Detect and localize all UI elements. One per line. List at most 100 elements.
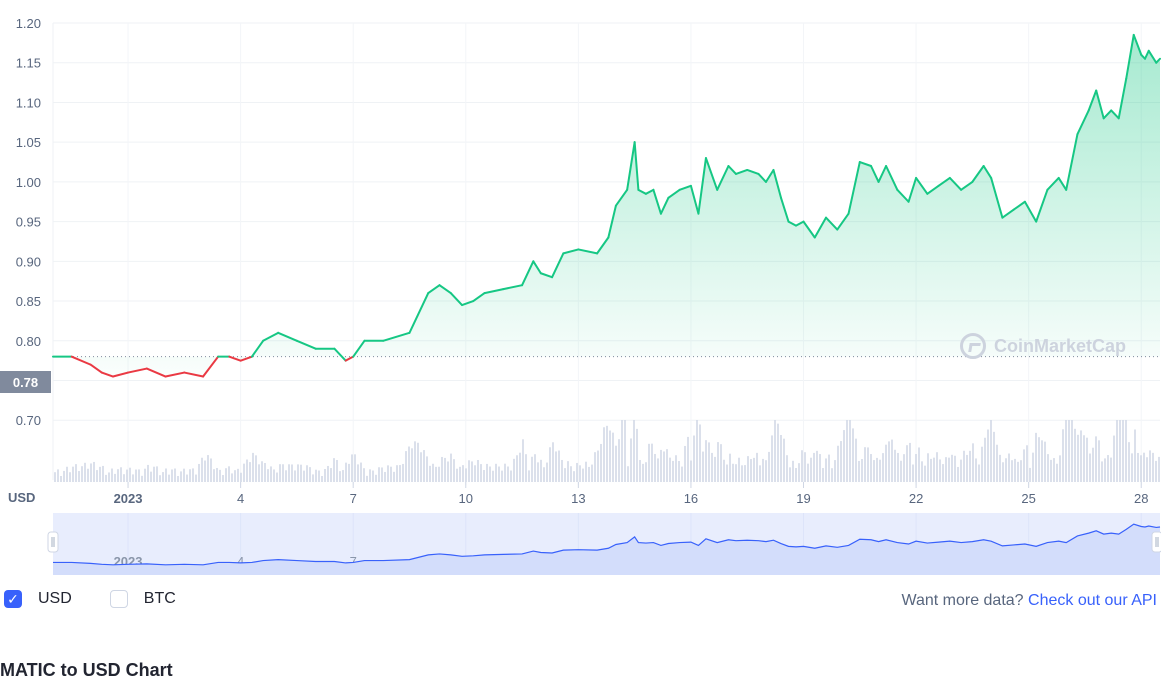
volume-bar — [1047, 454, 1049, 482]
volume-bar — [123, 474, 125, 482]
volume-bar — [606, 425, 608, 482]
volume-bar — [351, 454, 353, 482]
volume-bar — [618, 439, 620, 482]
btc-checkbox[interactable] — [109, 590, 128, 608]
price-line-segment — [926, 184, 940, 195]
volume-bar — [57, 469, 59, 482]
volume-bar — [420, 452, 422, 482]
navigator-line — [53, 523, 1161, 566]
volume-bar — [735, 464, 737, 482]
volume-bar — [1104, 458, 1106, 482]
volume-bar — [213, 469, 215, 482]
volume-bar — [654, 453, 656, 482]
volume-bar — [591, 464, 593, 482]
volume-bar — [984, 437, 986, 482]
volume-bars — [54, 420, 1160, 482]
volume-bar — [393, 471, 395, 482]
volume-bar — [933, 457, 935, 482]
volume-bar — [1146, 457, 1148, 482]
volume-bar — [291, 464, 293, 482]
volume-bar — [405, 451, 407, 482]
volume-bar — [303, 470, 305, 482]
volume-bar — [1074, 428, 1076, 482]
volume-bar — [204, 460, 206, 482]
volume-bar — [219, 469, 221, 482]
price-line-segment — [183, 371, 205, 378]
volume-bar — [549, 447, 551, 482]
price-line-segment — [877, 165, 888, 183]
volume-bar — [507, 466, 509, 482]
volume-bar — [369, 469, 371, 482]
volume-bar — [759, 465, 761, 482]
volume-bar — [243, 463, 245, 482]
volume-bar — [387, 465, 389, 482]
volume-bar — [663, 451, 665, 482]
volume-bar — [732, 463, 734, 482]
x-tick-label: 19 — [796, 491, 810, 506]
volume-bar — [807, 463, 809, 482]
api-link[interactable]: Check out our API — [1028, 592, 1157, 609]
volume-bar — [276, 472, 278, 482]
volume-bar — [144, 468, 146, 482]
volume-bar — [993, 431, 995, 482]
volume-bar — [1068, 420, 1070, 482]
price-chart[interactable]: 1.201.151.101.051.000.950.900.850.800.75… — [0, 0, 1161, 580]
volume-bar — [705, 440, 707, 482]
volume-bar — [237, 468, 239, 482]
volume-bar — [75, 464, 77, 482]
volume-bar — [1017, 461, 1019, 482]
usd-label[interactable]: USD — [38, 590, 72, 607]
y-tick-label: 0.80 — [16, 334, 41, 349]
volume-bar — [855, 438, 857, 482]
volume-bar — [741, 465, 743, 482]
btc-label[interactable]: BTC — [143, 590, 176, 607]
price-line-segment — [427, 284, 441, 295]
price-line-segment — [652, 188, 662, 215]
navigator-left-handle[interactable] — [47, 531, 59, 553]
price-line-segment — [262, 331, 280, 342]
navigator-right-handle[interactable] — [1151, 531, 1161, 553]
volume-bar — [1149, 450, 1151, 482]
volume-bar — [408, 446, 410, 482]
volume-bar — [1158, 456, 1160, 482]
price-line-segment — [614, 188, 629, 207]
volume-bar — [342, 470, 344, 482]
volume-bar — [300, 464, 302, 482]
price-line-segment — [164, 371, 186, 378]
volume-bar — [348, 463, 350, 482]
volume-bar — [540, 459, 542, 482]
price-line-segment — [697, 157, 707, 215]
usd-checkbox[interactable]: ✓ — [4, 590, 22, 608]
volume-bar — [66, 466, 68, 482]
volume-bar — [54, 472, 56, 482]
volume-bar — [900, 460, 902, 482]
volume-bar — [1095, 436, 1097, 482]
volume-bar — [666, 449, 668, 482]
volume-bar — [468, 460, 470, 482]
volume-bar — [1065, 420, 1067, 482]
volume-bar — [885, 444, 887, 482]
volume-bar — [1020, 460, 1022, 482]
volume-bar — [897, 452, 899, 482]
volume-bar — [501, 470, 503, 482]
price-line-segment — [596, 236, 610, 255]
volume-bar — [195, 474, 197, 482]
volume-bar — [966, 454, 968, 482]
volume-bar — [924, 465, 926, 482]
volume-bar — [429, 465, 431, 482]
volume-bar — [954, 455, 956, 482]
price-line-segment — [764, 168, 775, 183]
price-line-segment — [667, 188, 681, 199]
volume-bar — [453, 459, 455, 482]
volume-bar — [294, 470, 296, 482]
volume-bar — [708, 442, 710, 482]
price-line-segment — [885, 165, 899, 191]
volume-bar — [921, 461, 923, 482]
volume-bar — [174, 468, 176, 482]
price-line-segment — [472, 292, 486, 303]
volume-bar — [561, 459, 563, 482]
volume-bar — [1053, 458, 1055, 482]
price-line-segment — [870, 165, 880, 183]
volume-bar — [531, 456, 533, 482]
